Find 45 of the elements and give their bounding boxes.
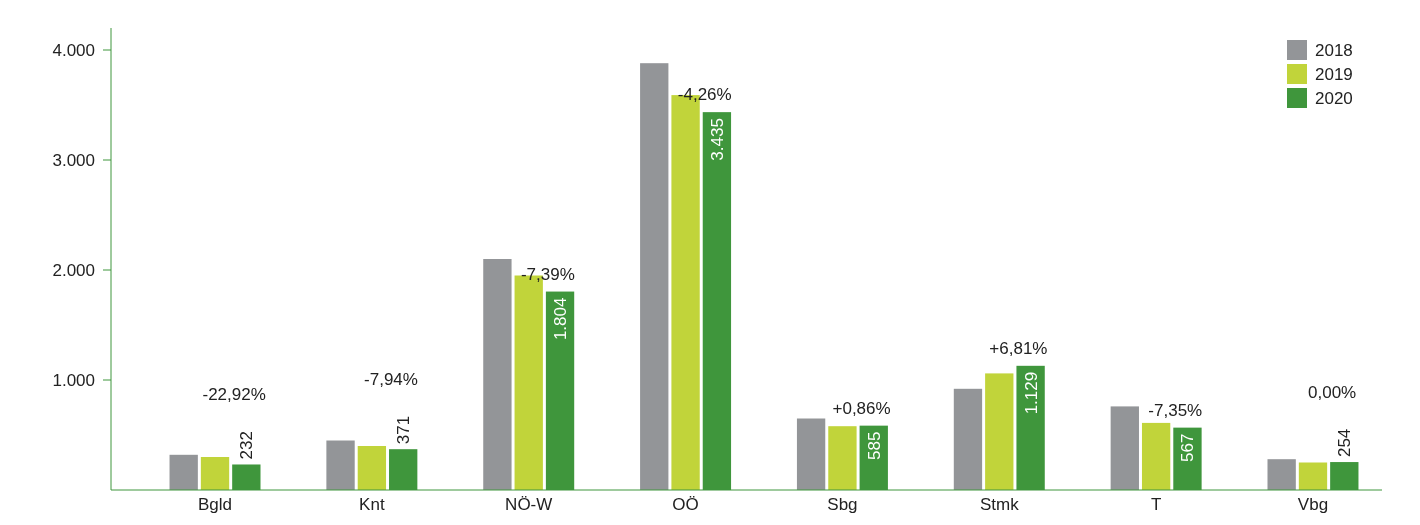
x-tick-label: Knt xyxy=(359,495,385,514)
data-label: 371 xyxy=(394,415,414,445)
bar xyxy=(1298,462,1328,490)
bar xyxy=(1267,459,1296,490)
data-label: 254 xyxy=(1335,428,1355,458)
bar xyxy=(640,63,669,490)
bar xyxy=(985,373,1014,490)
y-tick-label: 3.000 xyxy=(52,151,95,170)
annotation: +6,81% xyxy=(989,338,1048,358)
annotation: +0,86% xyxy=(832,398,891,418)
annotation: -7,94% xyxy=(364,370,418,390)
annotation: -4,26% xyxy=(677,85,732,105)
y-tick-label: 2.000 xyxy=(52,261,95,280)
data-label: 1.129 xyxy=(1021,371,1041,415)
bar xyxy=(796,418,826,490)
annotation: -7,39% xyxy=(520,264,575,284)
y-tick-label: 4.000 xyxy=(52,41,95,60)
x-tick-label: Bgld xyxy=(198,495,233,514)
bar xyxy=(200,457,230,490)
annotation: 0,00% xyxy=(1308,383,1357,403)
x-tick-label: OÖ xyxy=(672,495,699,514)
bar xyxy=(1141,422,1171,490)
data-label: 585 xyxy=(864,431,884,461)
data-label: 1.804 xyxy=(551,297,571,341)
x-tick-label: T xyxy=(1150,495,1162,514)
data-label: 232 xyxy=(237,431,257,460)
bar xyxy=(828,426,857,490)
x-tick-label: Stmk xyxy=(979,495,1020,514)
x-tick-label: NÖ-W xyxy=(505,495,553,514)
bar xyxy=(326,440,355,490)
bar xyxy=(169,454,198,490)
data-label: 567 xyxy=(1178,433,1198,463)
x-tick-label: Sbg xyxy=(827,495,858,514)
legend-label: 2020 xyxy=(1315,89,1353,108)
bar xyxy=(1110,406,1139,490)
bar xyxy=(483,259,512,490)
legend-label: 2018 xyxy=(1315,41,1353,60)
x-tick-label: Vbg xyxy=(1297,495,1329,514)
annotation: -7,35% xyxy=(1148,400,1203,420)
legend-label: 2019 xyxy=(1315,65,1353,84)
annotation: -22,92% xyxy=(202,385,266,405)
bar xyxy=(953,388,983,490)
data-label: 3.435 xyxy=(707,118,727,161)
bar xyxy=(357,446,387,490)
y-tick-label: 1.000 xyxy=(52,371,95,390)
